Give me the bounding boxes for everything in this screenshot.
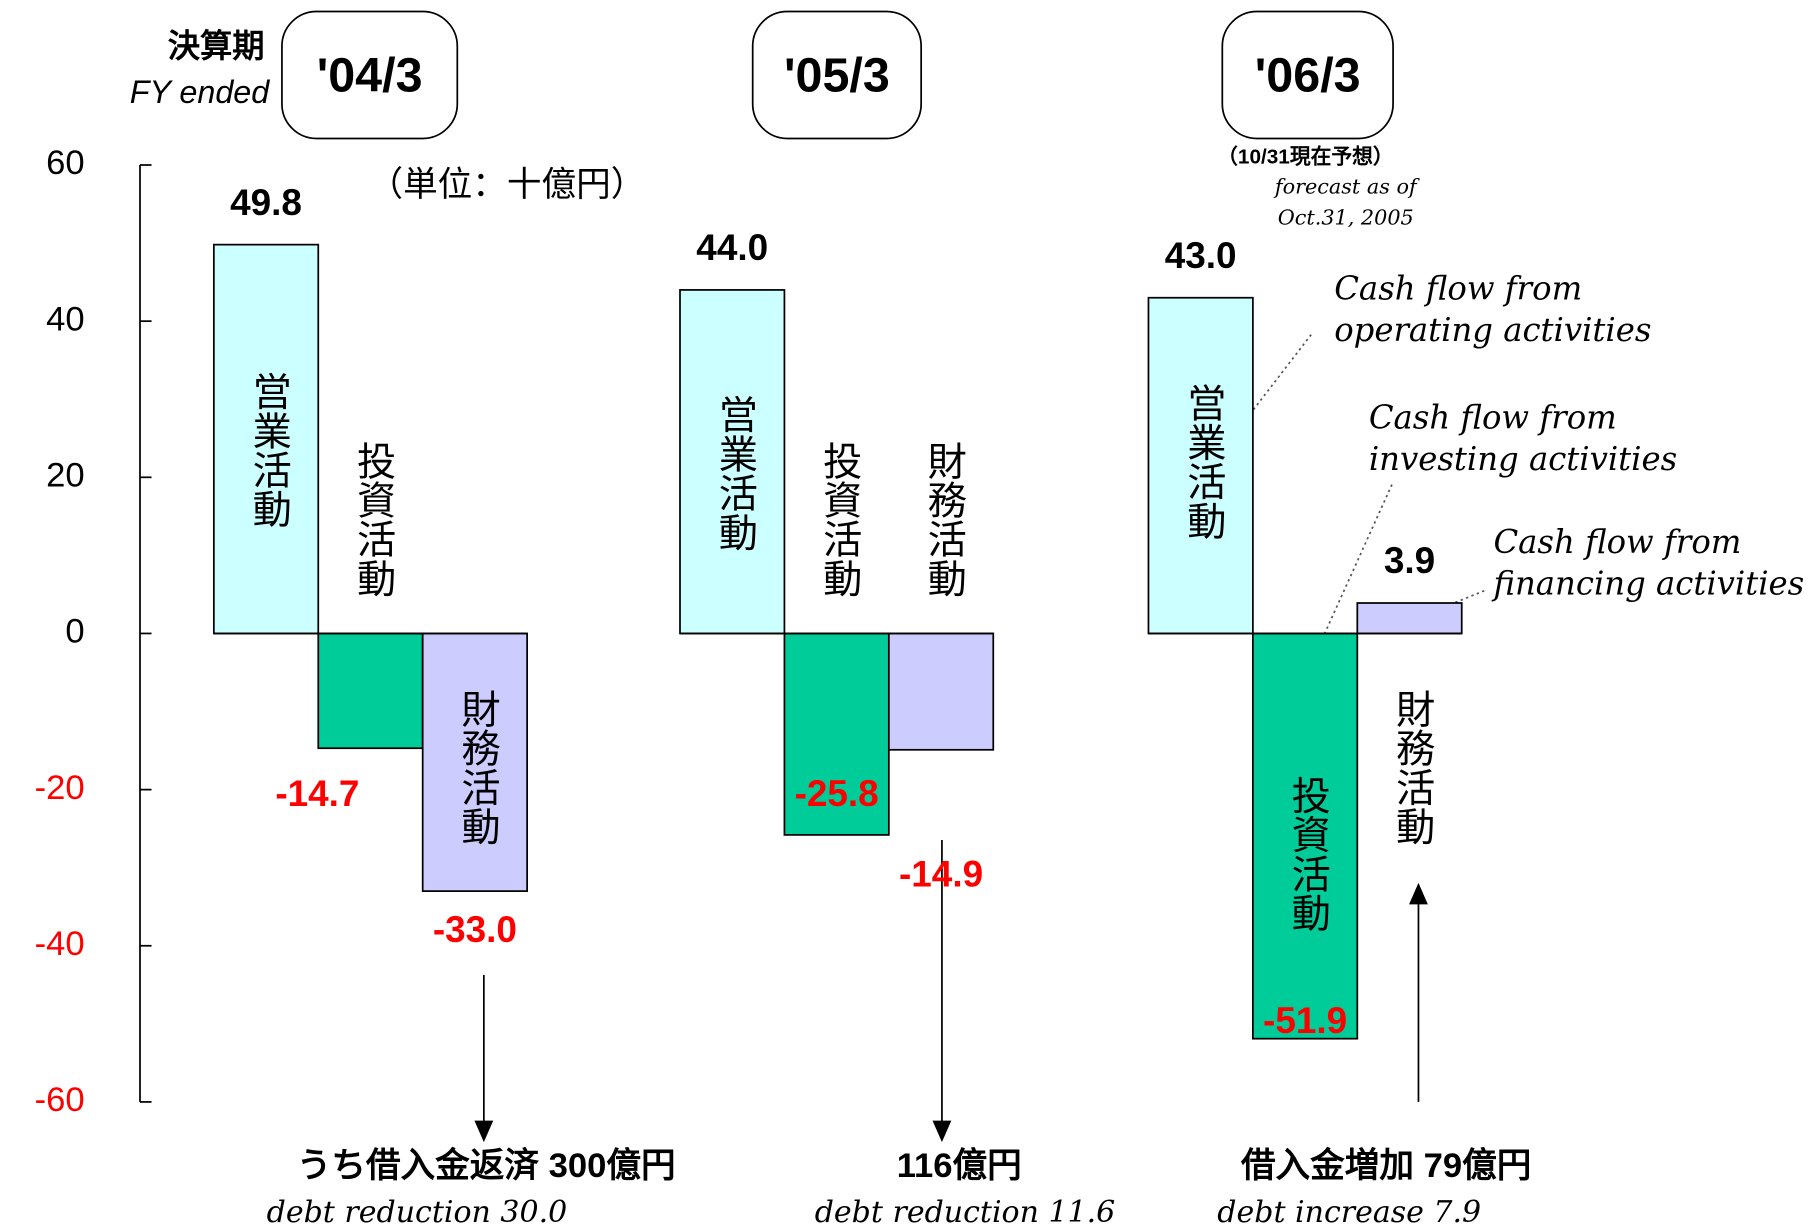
note: 116億円 [897, 1147, 1022, 1185]
header-label-en: FY ended [130, 74, 271, 110]
series-name-en: financing activities [1491, 565, 1804, 603]
series-name-en: Cash flow from [1369, 399, 1617, 437]
category-box [1221, 10, 1394, 140]
series-name: 営業活動 [247, 372, 291, 529]
series-name: 財務活動 [1390, 689, 1434, 846]
arrows [474, 839, 1428, 1143]
value-label: -14.9 [899, 854, 983, 895]
series-name: 投資活動 [351, 441, 395, 598]
value-label: -14.7 [275, 773, 359, 814]
series-name-en: Cash flow from [1334, 269, 1582, 307]
bar [317, 632, 424, 750]
forecast-note-en: forecast as of [1273, 175, 1420, 199]
unit: （単位：十億円） [368, 166, 645, 204]
category-label: '05/3 [784, 48, 890, 102]
series-name: 投資活動 [817, 441, 861, 598]
category-label: '04/3 [317, 48, 423, 102]
series-name: 投資活動 [1286, 775, 1330, 932]
category-box [281, 10, 459, 140]
y-tick-label: 40 [46, 300, 85, 338]
note: 借入金増加 79億円 [1240, 1146, 1531, 1185]
y-tick-label: 0 [65, 613, 84, 651]
series-name-en: Cash flow from [1493, 523, 1741, 561]
y-tick-label: 20 [46, 456, 85, 494]
note-en: debt reduction 11.6 [815, 1195, 1116, 1230]
series-name: 財務活動 [456, 689, 500, 846]
note-en: debt increase 7.9 [1217, 1195, 1481, 1230]
value-label: 44.0 [696, 227, 768, 268]
value-label: 3.9 [1384, 540, 1435, 581]
bar [1147, 296, 1254, 635]
bar [783, 632, 890, 836]
value-label: -51.9 [1263, 1000, 1347, 1041]
value-label: -33.0 [433, 909, 517, 950]
series-name-en: operating activities [1334, 311, 1651, 349]
note: うち借入金返済 300億円 [297, 1146, 676, 1185]
category-box [751, 10, 923, 140]
value-label: 43.0 [1165, 235, 1237, 276]
note-en: debt reduction 30.0 [267, 1195, 568, 1230]
forecast-note-en: Oct.31, 2005 [1278, 206, 1414, 230]
series-name-en: investing activities [1369, 440, 1677, 478]
value-label: -25.8 [795, 773, 879, 814]
y-tick-label: -40 [35, 925, 85, 963]
bar [1252, 632, 1359, 1040]
series-name: 財務活動 [922, 441, 966, 598]
bar [1356, 602, 1463, 635]
y-tick-label: 60 [46, 144, 85, 182]
value-label: 49.8 [230, 182, 302, 223]
bar [421, 632, 528, 892]
bar [887, 632, 995, 751]
y-tick-label: -20 [35, 769, 85, 807]
forecast-note: （10/31現在予想） [1217, 145, 1393, 169]
header-label: 決算期 [168, 28, 265, 64]
category-label: '06/3 [1255, 48, 1361, 102]
series-name: 営業活動 [713, 395, 757, 552]
y-tick-label: -60 [35, 1081, 85, 1119]
series-name: 営業活動 [1181, 383, 1225, 540]
